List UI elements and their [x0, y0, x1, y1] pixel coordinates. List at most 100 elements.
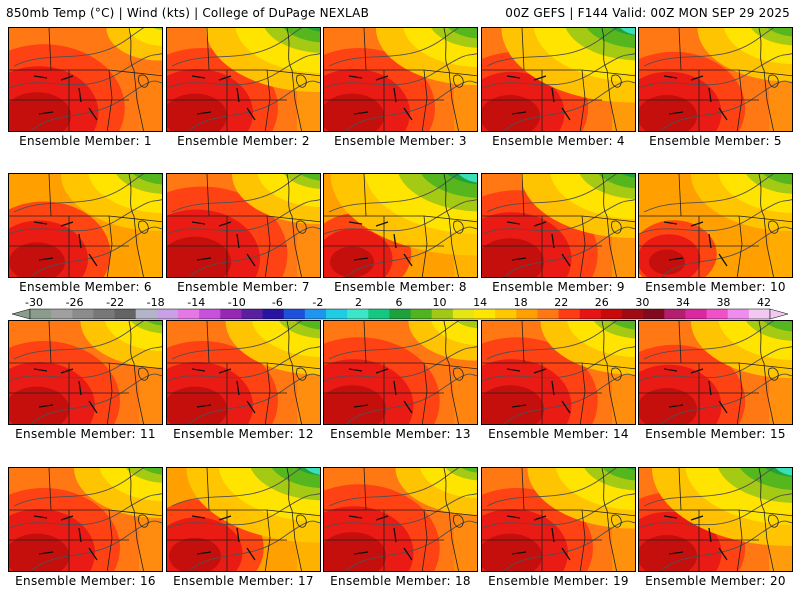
- ensemble-member-label: Ensemble Member: 16: [15, 574, 156, 588]
- ensemble-map-panel: [638, 467, 793, 572]
- colorbar-tick-label: -22: [106, 296, 125, 309]
- colorbar-segment: [389, 309, 412, 319]
- ensemble-member-label: Ensemble Member: 10: [645, 280, 786, 294]
- colorbar-tick-label: -14: [187, 296, 206, 309]
- temperature-field-map: [324, 321, 477, 424]
- colorbar-tick-label: -6: [271, 296, 283, 309]
- temperature-field-map: [167, 321, 320, 424]
- ensemble-map-panel: [481, 320, 636, 425]
- colorbar-tick-label: 6: [395, 296, 403, 309]
- colorbar-segment: [178, 309, 200, 319]
- colorbar-tick-label: 38: [716, 296, 731, 309]
- temperature-field-map: [639, 321, 792, 424]
- ensemble-member-label: Ensemble Member: 14: [488, 427, 629, 441]
- temperature-field-map: [482, 174, 635, 277]
- temperature-field-map: [324, 468, 477, 571]
- ensemble-map-panel: [481, 173, 636, 278]
- colorbar-tick-label: 14: [473, 296, 488, 309]
- ensemble-map-panel: [638, 173, 793, 278]
- colorbar-tick-label: -2: [312, 296, 324, 309]
- colorbar-segment: [516, 309, 538, 319]
- colorbar-tick-label: -10: [227, 296, 246, 309]
- ensemble-map-panel: [166, 173, 321, 278]
- colorbar-segment: [706, 309, 729, 319]
- ensemble-member-label: Ensemble Member: 1: [19, 134, 152, 148]
- ensemble-member-label: Ensemble Member: 3: [334, 134, 467, 148]
- ensemble-map-panel: [8, 173, 163, 278]
- colorbar-segment: [114, 309, 137, 319]
- ensemble-member-label: Ensemble Member: 13: [330, 427, 471, 441]
- ensemble-map-panel: [481, 467, 636, 572]
- colorbar-tick-label: 10: [432, 296, 447, 309]
- ensemble-map-panel: [323, 467, 478, 572]
- colorbar-segment: [600, 309, 623, 319]
- colorbar-segment: [304, 309, 327, 319]
- ensemble-map-panel: [8, 27, 163, 132]
- temperature-field-map: [167, 468, 320, 571]
- colorbar-segment: [474, 309, 496, 319]
- ensemble-member-label: Ensemble Member: 6: [19, 280, 152, 294]
- model-run-label: 00Z GEFS | F144 Valid: 00Z MON SEP 29 20…: [505, 6, 790, 20]
- colorbar-tick-label: 2: [354, 296, 362, 309]
- temperature-field-map: [639, 468, 792, 571]
- ensemble-map-panel: [8, 320, 163, 425]
- ensemble-member-label: Ensemble Member: 17: [173, 574, 314, 588]
- colorbar-segment: [495, 309, 517, 319]
- colorbar-tick-label: -30: [25, 296, 43, 309]
- ensemble-map-panel: [481, 27, 636, 132]
- colorbar-left-arrow: [11, 308, 31, 320]
- ensemble-member-label: Ensemble Member: 7: [177, 280, 310, 294]
- colorbar-segment: [452, 309, 475, 319]
- temperature-field-map: [482, 468, 635, 571]
- colorbar-tick-label: 34: [675, 296, 690, 309]
- temperature-field-map: [167, 28, 320, 131]
- colorbar-segment: [685, 309, 708, 319]
- colorbar-segment: [579, 309, 602, 319]
- colorbar-segment: [262, 309, 285, 319]
- colorbar-segment: [135, 309, 158, 319]
- temperature-field-map: [9, 321, 162, 424]
- colorbar-segment: [347, 309, 369, 319]
- ensemble-map-panel: [638, 320, 793, 425]
- temperature-field-map: [482, 28, 635, 131]
- colorbar-segment: [326, 309, 348, 319]
- colorbar-segment: [283, 309, 306, 319]
- temperature-field-map: [482, 321, 635, 424]
- ensemble-map-panel: [638, 27, 793, 132]
- colorbar-segment: [368, 309, 390, 319]
- ensemble-member-label: Ensemble Member: 19: [488, 574, 629, 588]
- map-title: 850mb Temp (°C) | Wind (kts) | College o…: [6, 6, 370, 20]
- colorbar-segment: [93, 309, 116, 319]
- ensemble-member-label: Ensemble Member: 5: [649, 134, 782, 148]
- ensemble-member-label: Ensemble Member: 18: [330, 574, 471, 588]
- colorbar-segment: [30, 309, 52, 319]
- ensemble-member-label: Ensemble Member: 9: [492, 280, 625, 294]
- colorbar-segment: [51, 309, 73, 319]
- colorbar-tick-label: 30: [635, 296, 650, 309]
- ensemble-map-panel: [8, 467, 163, 572]
- ensemble-member-label: Ensemble Member: 15: [645, 427, 786, 441]
- temperature-field-map: [324, 174, 477, 277]
- colorbar-tick-label: -26: [65, 296, 84, 309]
- ensemble-map-panel: [166, 467, 321, 572]
- colorbar-segment: [664, 309, 686, 319]
- ensemble-map-panel: [323, 173, 478, 278]
- temperature-field-map: [639, 28, 792, 131]
- colorbar-segment: [727, 309, 750, 319]
- colorbar-right-arrow: [769, 308, 789, 320]
- temperature-field-map: [167, 174, 320, 277]
- colorbar-tick-label: -18: [146, 296, 165, 309]
- temperature-field-map: [9, 468, 162, 571]
- colorbar-tick-label: 22: [554, 296, 569, 309]
- colorbar-segment: [199, 309, 221, 319]
- temperature-field-map: [639, 174, 792, 277]
- ensemble-member-label: Ensemble Member: 4: [492, 134, 625, 148]
- ensemble-member-label: Ensemble Member: 8: [334, 280, 467, 294]
- colorbar-segment: [537, 309, 560, 319]
- colorbar-tick-label: 42: [757, 296, 771, 309]
- colorbar-tick-label: 26: [594, 296, 609, 309]
- ensemble-map-panel: [323, 320, 478, 425]
- ensemble-member-label: Ensemble Member: 11: [15, 427, 156, 441]
- ensemble-map-panel: [166, 27, 321, 132]
- temperature-field-map: [9, 174, 162, 277]
